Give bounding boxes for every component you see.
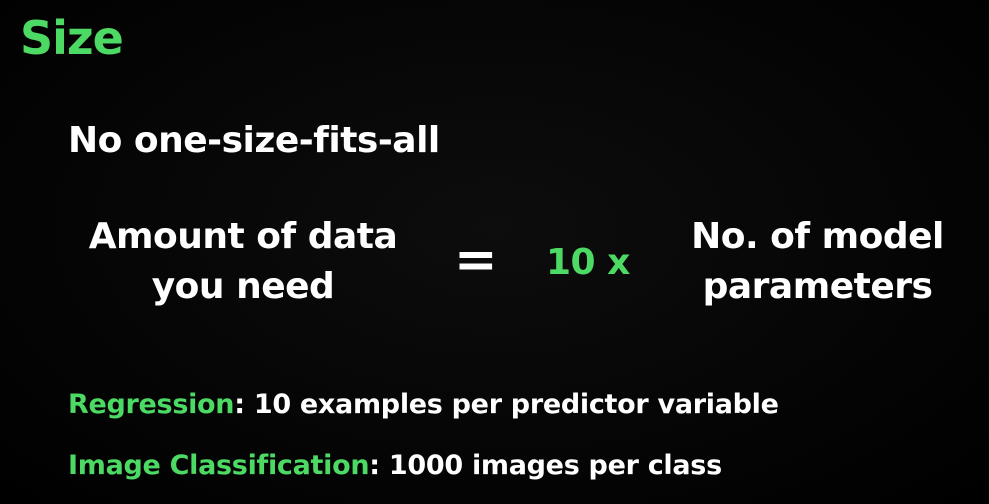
rule-text-regression: : 10 examples per predictor variable (234, 389, 779, 420)
rule-text-image-classification: : 1000 images per class (369, 450, 722, 481)
rule-term-regression: Regression (68, 389, 235, 420)
equals-sign: = (454, 230, 498, 290)
equation-left-line-1: Amount of data (88, 216, 398, 257)
rule-regression: Regression: 10 examples per predictor va… (68, 386, 779, 424)
slide-title: Size (20, 11, 124, 65)
equation-factor: 10 x (546, 242, 630, 283)
rule-image-classification: Image Classification: 1000 images per cl… (68, 447, 722, 485)
equation-left-side: Amount of data you need (58, 212, 428, 312)
equation-right-line-1: No. of model (691, 216, 944, 257)
equation-left-line-2: you need (151, 266, 335, 307)
equation-right-side: No. of model parameters (660, 212, 975, 312)
data-size-equation: Amount of data you need = 10 x No. of mo… (0, 212, 989, 322)
equation-right-line-2: parameters (702, 266, 933, 307)
slide-subtitle: No one-size-fits-all (68, 120, 440, 161)
rule-term-image-classification: Image Classification (68, 450, 370, 481)
